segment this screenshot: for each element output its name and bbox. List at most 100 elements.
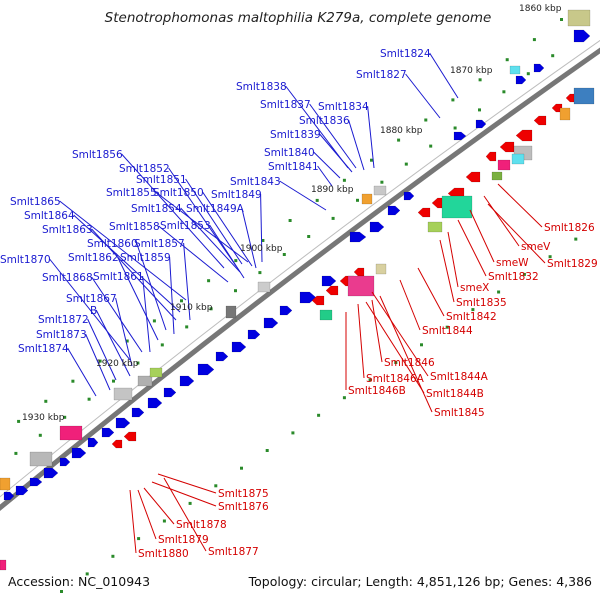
forward-gene (163, 387, 177, 398)
tick-mark (397, 138, 401, 142)
tick-mark (71, 379, 75, 383)
gene-label-red: smeV (521, 241, 551, 253)
tick-mark (137, 537, 141, 541)
forward-gene (197, 363, 215, 376)
leader-line-red (163, 477, 207, 552)
gene-label-red: Smlt1846B (348, 385, 406, 397)
leader-lines (49, 52, 546, 554)
forward-gene (573, 29, 591, 43)
tick-mark (429, 144, 433, 148)
tick-mark (342, 396, 346, 400)
leader-line-red (483, 195, 520, 247)
tick-mark (87, 397, 91, 401)
reverse-gene (533, 115, 547, 126)
gene-label-blue: Smlt1862 (68, 252, 119, 264)
tick-mark (532, 38, 536, 42)
gene-label-blue: Smlt1838 (236, 81, 287, 93)
misc-feature-orange (0, 477, 11, 491)
tick-mark (234, 259, 238, 263)
leader-line-red (137, 489, 157, 540)
gene-labels: Smlt1824 Smlt1827 Smlt1838 Smlt1837 Smlt1834… (0, 48, 598, 560)
tick-mark (424, 118, 428, 122)
leader-line-red (447, 231, 459, 288)
forward-gene (179, 375, 195, 387)
gene-label-red: smeW (496, 257, 529, 269)
tick-mark (526, 72, 530, 76)
gene-label-blue: Smlt1824 (380, 48, 431, 60)
tick-mark (453, 126, 457, 130)
forward-gene (87, 437, 99, 448)
tick-mark (152, 319, 156, 323)
leader-line-blue (85, 333, 111, 391)
reverse-gene (515, 129, 533, 142)
gene-label-blue: Smlt1859 (120, 252, 171, 264)
gene-label-red: smeX (460, 282, 489, 294)
reverse-gene (465, 171, 481, 183)
leader-line-blue (429, 52, 459, 99)
tick-mark (63, 415, 67, 419)
leader-line-red (417, 267, 445, 317)
genome-backbone (0, 47, 600, 512)
misc-feature-pink (59, 425, 83, 441)
leader-line-red (129, 489, 137, 554)
leader-line-red (469, 209, 495, 263)
tick-mark (180, 299, 183, 303)
gene-label-blue: Smlt1834 (318, 101, 369, 113)
tick-mark (136, 361, 140, 365)
leader-line-blue (91, 276, 143, 353)
leader-line-red (497, 183, 543, 228)
leader-line-blue (67, 347, 97, 397)
gene-label-blue: Smlt1855 (106, 187, 157, 199)
leader-line-blue (313, 151, 341, 179)
tick-mark (234, 289, 237, 293)
gene-label-blue: Smlt1837 (260, 99, 311, 111)
misc-feature-khaki (567, 9, 591, 27)
gene-label-red: Smlt1876 (218, 501, 269, 513)
gene-label-blue: Smlt1853 (160, 220, 211, 232)
tick-mark (307, 235, 311, 238)
kbp-label: 1900 kbp (240, 244, 283, 254)
gene-label-red: Smlt1835 (456, 297, 507, 309)
leader-line-blue (117, 256, 159, 341)
genome-summary-text: Topology: circular; Length: 4,851,126 bp… (248, 574, 592, 589)
gene-label-blue: Smlt1850 (153, 187, 204, 199)
tick-mark (380, 180, 384, 184)
tick-mark (38, 433, 42, 437)
tick-mark (420, 343, 423, 347)
misc-feature-pink (0, 559, 7, 571)
tick-mark (522, 272, 526, 276)
forward-gene (101, 427, 115, 438)
leader-line-red (151, 481, 217, 507)
misc-feature-lime (149, 367, 163, 378)
leader-line-blue (180, 207, 241, 273)
tick-mark (185, 325, 189, 329)
leader-line-blue (209, 224, 245, 279)
forward-gene (349, 231, 367, 243)
gene-label-red: Smlt1880 (138, 548, 189, 560)
leader-line-blue (202, 191, 253, 267)
tick-mark (160, 343, 164, 347)
leader-line-blue (348, 119, 365, 171)
gene-label-blue: Smlt1857 (134, 238, 185, 250)
reverse-gene (123, 431, 137, 442)
gene-label-blue: Smlt1851 (136, 174, 187, 186)
tick-mark (551, 54, 555, 58)
forward-gene (533, 63, 545, 73)
tick-mark (207, 279, 211, 283)
accession-text: Accession: NC_010943 (8, 574, 150, 589)
leader-line-blue (49, 258, 131, 361)
leader-line-blue (241, 207, 257, 269)
tick-mark (368, 378, 372, 382)
tick-mark (478, 108, 481, 112)
forward-gene (3, 491, 15, 501)
misc-feature-tan (375, 263, 387, 275)
kbp-label: 1870 kbp (450, 66, 493, 76)
reverse-gene (325, 285, 339, 296)
gene-label-blue: Smlt1836 (299, 115, 350, 127)
tick-mark (356, 198, 359, 202)
gene-label-blue: Smlt1873 (36, 329, 87, 341)
gene-label-blue: Smlt1864 (24, 210, 75, 222)
forward-gene (29, 477, 43, 487)
gene-label-red: Smlt1845 (434, 407, 485, 419)
misc-feature-magenta (347, 275, 375, 297)
